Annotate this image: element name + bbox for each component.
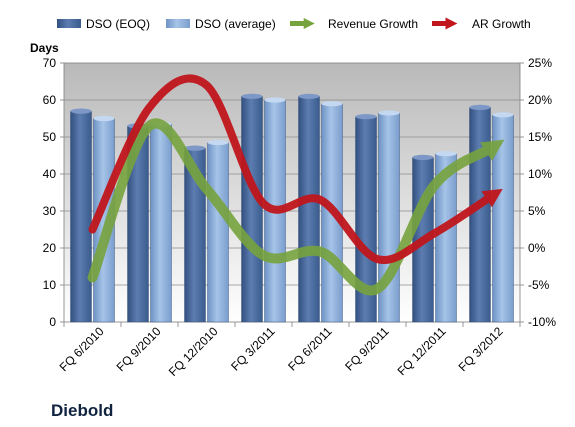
legend-label-dso-eoq: DSO (EOQ) [86,17,150,31]
y2-tick-label: 20% [528,93,552,107]
x-tick-label: FQ 6/2010 [57,324,107,374]
bar-dso-eoq-fq-6-2011 [298,96,320,323]
legend-item-dso-eoq: DSO (EOQ) [57,17,150,31]
legend-item-revenue-growth: Revenue Growth [290,17,418,31]
bar-dso-average-fq-12-2010 [207,142,229,323]
x-tick-label: FQ 12/2010 [166,324,221,379]
legend-item-ar-growth: AR Growth [432,17,531,31]
line-series [87,74,505,296]
legend-swatch-dso-average [166,19,190,28]
bar-top-dso-eoq-fq-12-2010 [184,145,206,151]
legend: DSO (EOQ) DSO (average) Revenue Growth A… [57,17,531,31]
y-tick-label: 20 [43,241,57,255]
y-tick-label: 50 [43,130,57,144]
company-name: Diebold [51,401,113,420]
bar-top-dso-average-fq-3-2012 [492,112,514,118]
y2-tick-label: 0% [528,241,546,255]
bar-top-dso-average-fq-6-2011 [321,101,343,107]
bar-top-dso-average-fq-12-2010 [207,139,229,146]
legend-label-revenue-growth: Revenue Growth [328,17,418,31]
bar-dso-average-fq-9-2010 [150,123,172,323]
y-tick-label: 30 [43,204,57,218]
bar-top-dso-average-fq-6-2010 [93,115,115,122]
bar-top-dso-eoq-fq-9-2011 [355,114,377,120]
y2-tick-label: 15% [528,130,552,144]
x-tick-label: FQ 3/2011 [228,324,278,374]
y2-tick-label: 5% [528,204,546,218]
bar-top-dso-eoq-fq-6-2011 [298,93,320,99]
legend-label-ar-growth: AR Growth [472,17,531,31]
x-tick-label: FQ 3/2012 [456,324,506,374]
y-axis-title: Days [30,41,59,55]
y-tick-label: 70 [43,56,57,70]
x-tick-label: FQ 12/2011 [395,324,449,378]
legend-item-dso-average: DSO (average) [166,17,276,31]
bar-top-dso-average-fq-9-2011 [378,110,400,116]
bar-dso-eoq-fq-3-2011 [241,96,263,323]
y-tick-label: 40 [43,167,57,181]
y-tick-label: 60 [43,93,57,107]
x-tick-label: FQ 9/2010 [114,324,164,374]
bar-top-dso-eoq-fq-3-2011 [241,93,263,99]
x-tick-label: FQ 6/2011 [285,324,335,374]
y2-tick-label: -5% [528,278,550,292]
bar-top-dso-average-fq-12-2011 [435,151,457,157]
bar-dso-eoq-fq-3-2012 [469,107,491,323]
line-ar-growth [88,74,503,265]
y-tick-label: 10 [43,278,57,292]
legend-swatch-dso-eoq [57,19,81,28]
y2-tick-label: 10% [528,167,552,181]
bar-top-dso-eoq-fq-12-2011 [412,154,434,160]
line-revenue-growth [87,118,505,296]
bar-top-dso-eoq-fq-3-2012 [469,104,491,110]
y2-tick-label: -10% [528,315,556,329]
legend-label-dso-average: DSO (average) [195,17,276,31]
x-tick-label: FQ 9/2011 [342,324,392,374]
y-tick-label: 0 [49,315,56,329]
bar-top-dso-eoq-fq-6-2010 [70,108,92,114]
bar-dso-eoq-fq-6-2010 [70,110,92,323]
y2-tick-label: 25% [528,56,552,70]
bar-top-dso-average-fq-3-2011 [264,97,286,103]
